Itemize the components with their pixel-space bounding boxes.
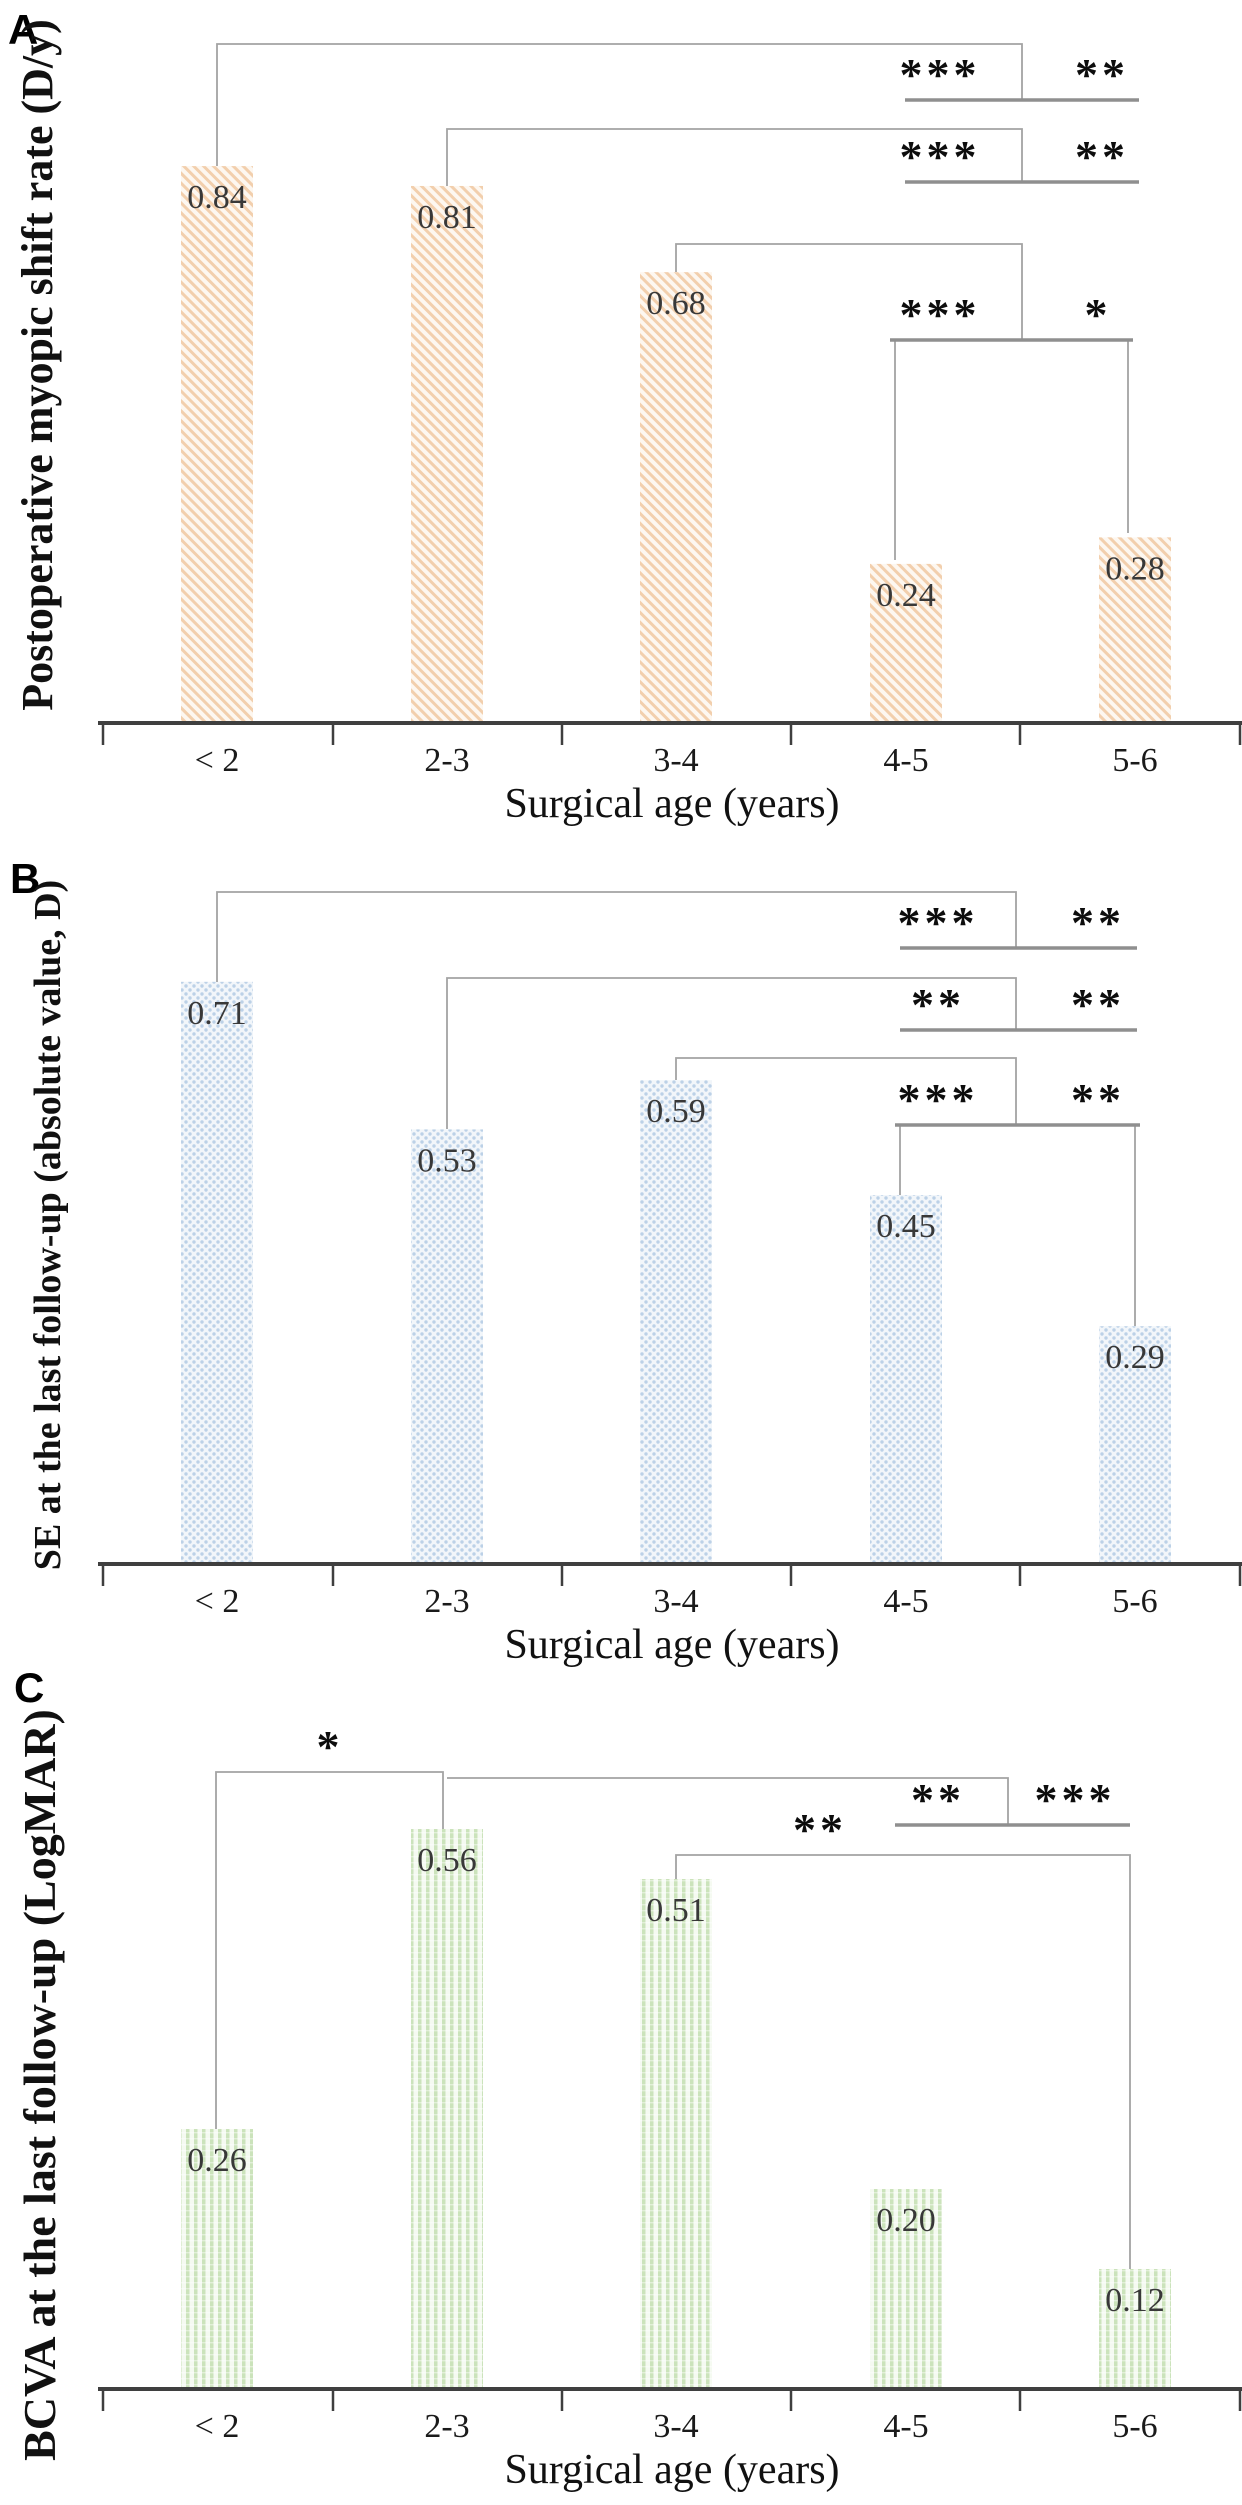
bar-4-5 [870,2189,942,2389]
significance-stars: ** [793,1804,847,1855]
x-tick-label: 4-5 [883,1583,928,1620]
bar-value-label: 0.20 [876,2202,936,2239]
x-tick-label: 3-4 [653,742,698,779]
bar-3-4 [640,1080,712,1564]
bar-value-label: 0.26 [187,2142,247,2179]
bar-2-3 [411,185,483,724]
x-tick-label: 3-4 [653,1583,698,1620]
bar-value-label: 0.59 [646,1093,706,1130]
significance-stars: *** [900,131,981,182]
x-axis-title: Surgical age (years) [504,2447,839,2493]
significance-stars: * [317,1721,344,1772]
x-tick-label: 3-4 [653,2408,698,2445]
significance-stars: ** [1071,979,1125,1030]
x-tick-label: 2-3 [424,2408,469,2445]
significance-stars: ** [911,1774,965,1825]
bar-value-label: 0.71 [187,995,247,1032]
x-tick-label: 2-3 [424,742,469,779]
significance-bracket [675,1057,1017,1125]
x-axis-title: Surgical age (years) [504,781,839,827]
bar-value-label: 0.84 [187,179,247,216]
panel-letter-A: A [8,6,38,53]
bar-5-6 [1099,537,1171,723]
bar-5-6 [1099,2269,1171,2389]
x-tick-label: < 2 [195,2408,240,2445]
significance-stars: *** [898,897,979,948]
bar-value-label: 0.24 [876,577,936,614]
significance-bracket [446,128,1023,186]
bar-< 2 [181,981,253,1564]
bar-2-3 [411,1129,483,1564]
significance-bracket [216,43,1023,166]
significance-bracket [675,243,1023,340]
bar-value-label: 0.45 [876,1208,936,1245]
y-axis-title: Postoperative myopic shift rate (D/y) [13,19,62,711]
bar-value-label: 0.28 [1105,550,1165,587]
bar-< 2 [181,2129,253,2389]
bar-4-5 [870,1195,942,1564]
bar-3-4 [640,272,712,723]
bar-value-label: 0.53 [417,1142,477,1179]
bar-< 2 [181,166,253,723]
bar-value-label: 0.51 [646,1892,706,1929]
significance-stars: *** [900,289,981,340]
significance-stars: ** [1071,1074,1125,1125]
x-axis-title: Surgical age (years) [504,1622,839,1668]
bar-value-label: 0.68 [646,285,706,322]
bar-value-label: 0.29 [1105,1339,1165,1376]
significance-bracket [675,1854,1131,2269]
panel-B: BSE at the last follow-up (absolute valu… [10,855,1242,1668]
x-tick-label: 5-6 [1112,1583,1157,1620]
significance-stars: * [1085,289,1112,340]
x-tick-label: 5-6 [1112,2408,1157,2445]
bar-value-label: 0.56 [417,1842,477,1879]
x-tick-label: < 2 [195,1583,240,1620]
x-tick-label: 2-3 [424,1583,469,1620]
bar-5-6 [1099,1326,1171,1564]
bar-3-4 [640,1879,712,2389]
bar-value-label: 0.81 [417,199,477,236]
significance-bracket [446,977,1017,1129]
x-tick-label: 4-5 [883,2408,928,2445]
significance-stars: *** [900,49,981,100]
panel-letter-B: B [10,855,40,902]
panel-letter-C: C [14,1664,44,1711]
bar-2-3 [411,1829,483,2389]
significance-stars: ** [1075,49,1129,100]
x-tick-label: 5-6 [1112,742,1157,779]
x-tick-label: < 2 [195,742,240,779]
bar-4-5 [870,563,942,723]
bar-value-label: 0.12 [1105,2282,1165,2319]
significance-stars: *** [1035,1774,1116,1825]
significance-stars: ** [911,979,965,1030]
y-axis-title: SE at the last follow-up (absolute value… [27,880,69,1570]
significance-stars: ** [1075,131,1129,182]
significance-bracket [216,891,1017,982]
significance-bracket [447,1777,1009,1825]
significance-stars: ** [1071,897,1125,948]
y-axis-title: BCVA at the last follow-up (LogMAR) [14,1709,65,2461]
significance-stars: *** [898,1074,979,1125]
x-tick-label: 4-5 [883,742,928,779]
significance-bracket [215,1771,444,2129]
